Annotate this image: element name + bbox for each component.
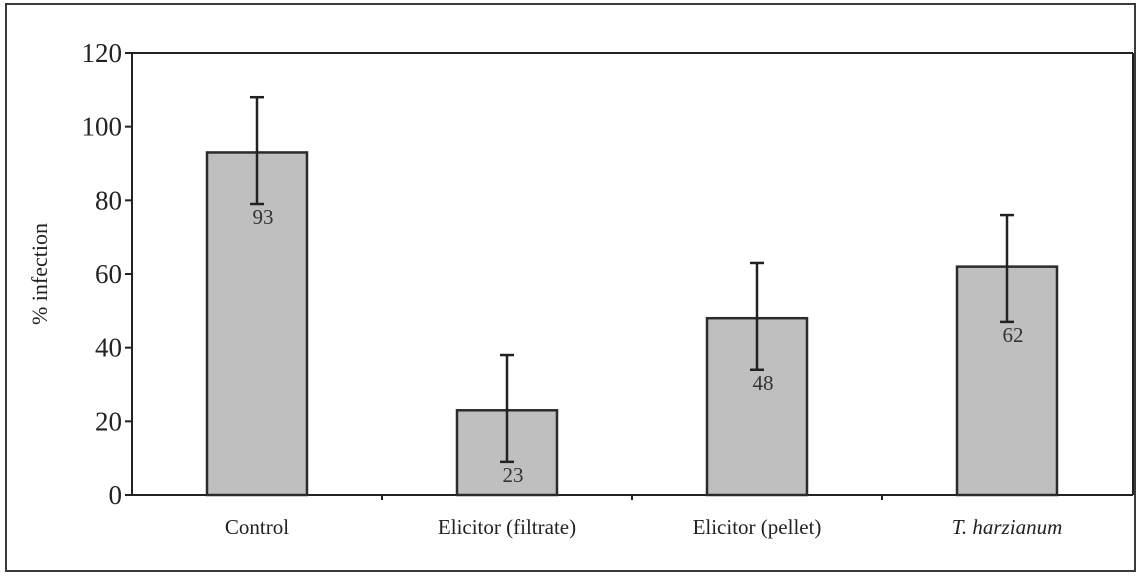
data-label: 48 <box>753 371 774 395</box>
y-tick-label: 120 <box>82 38 123 68</box>
x-category-label: Elicitor (pellet) <box>693 515 822 539</box>
y-tick-label: 80 <box>95 185 122 215</box>
bar <box>205 151 309 497</box>
data-label: 62 <box>1003 323 1024 347</box>
bars <box>205 95 1059 497</box>
x-category-label: Elicitor (filtrate) <box>438 515 576 539</box>
x-category-label: T. harzianum <box>952 515 1062 539</box>
y-tick-label: 20 <box>95 406 122 436</box>
y-tick-label: 60 <box>95 259 122 289</box>
x-category-label: Control <box>225 515 289 539</box>
y-tick-label: 0 <box>109 480 123 510</box>
y-tick-label: 40 <box>95 333 122 363</box>
chart-frame <box>5 3 1136 572</box>
data-label: 23 <box>503 463 524 487</box>
y-axis-label: % infection <box>27 223 52 325</box>
labels: 0 20 40 60 80 100 120 % infection 93 Control 23 Eli… <box>27 38 1062 539</box>
bar <box>955 265 1059 497</box>
data-label: 93 <box>253 205 274 229</box>
y-tick-label: 100 <box>82 112 123 142</box>
